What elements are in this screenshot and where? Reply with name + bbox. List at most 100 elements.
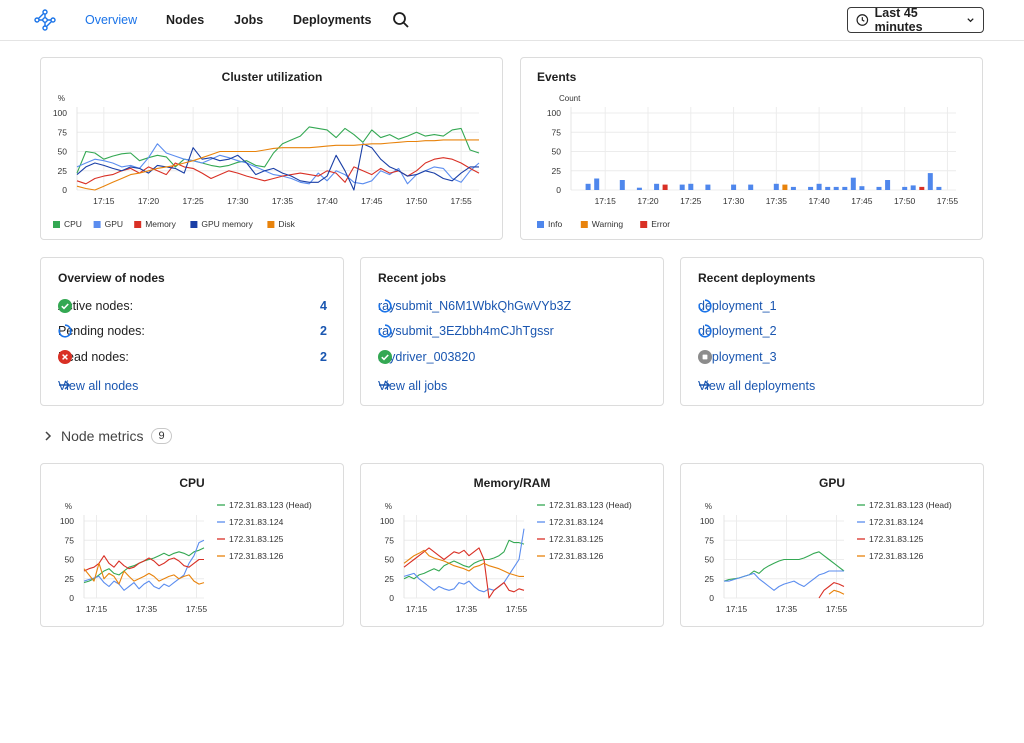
pending-nodes-label: Pending nodes: [58, 324, 145, 338]
job-link[interactable]: raysubmit_N6M1WbkQhGwVYb3Z [378, 299, 572, 313]
series-line [828, 589, 845, 595]
y-tick-label: 100 [60, 516, 74, 526]
deployment-item[interactable]: deployment_1 [698, 299, 777, 313]
bar [902, 186, 908, 190]
time-range-select[interactable]: Last 45 minutes [847, 6, 984, 34]
x-tick-label: 17:20 [637, 196, 659, 206]
series-line [76, 126, 480, 174]
legend-label: Error [651, 219, 670, 229]
job-item[interactable]: raysubmit_N6M1WbkQhGwVYb3Z [378, 299, 571, 313]
legend-label: Info [548, 219, 562, 229]
deployment-item[interactable]: deployment_2 [698, 324, 777, 338]
x-tick-label: 17:55 [826, 604, 848, 614]
legend-label: 172.31.83.126 [869, 551, 924, 561]
bar [662, 184, 668, 190]
y-tick-label: 75 [58, 127, 68, 137]
legend-label: CPU [64, 219, 82, 229]
series-line [403, 549, 524, 577]
y-tick-label: 75 [552, 127, 562, 137]
legend-label: 172.31.83.125 [229, 534, 284, 544]
bar [927, 173, 933, 190]
view-all-jobs-label: View all jobs [378, 379, 448, 393]
series-line [76, 143, 479, 191]
top-navigation-bar: Overview Nodes Jobs Deployments Last 45 … [0, 0, 1024, 41]
legend-label: 172.31.83.124 [549, 517, 604, 527]
ray-logo-icon[interactable] [34, 9, 56, 31]
x-tick-label: 17:35 [766, 196, 788, 206]
view-all-nodes-link[interactable]: View all nodes [58, 379, 138, 393]
legend-label: GPU [105, 219, 123, 229]
bar [748, 184, 754, 190]
bar [876, 186, 882, 190]
nodes-overview-card: Overview of nodes Active nodes: 4 Pendin… [40, 257, 344, 406]
events-chart: Events Count 0 25 50 75 100 17:15 17:20 17:25 17:3… [537, 70, 958, 229]
series-line [403, 539, 525, 580]
y-tick-label: 25 [552, 166, 562, 176]
legend-swatch [537, 221, 544, 228]
nav-tab-overview[interactable]: Overview [85, 13, 138, 27]
deployment-link[interactable]: deployment_3 [698, 350, 777, 364]
x-tick-label: 17:15 [86, 604, 108, 614]
recent-jobs-title: Recent jobs [378, 271, 447, 285]
y-tick-label: 75 [65, 535, 75, 545]
bar [619, 180, 625, 190]
active-nodes-label: Active nodes: [58, 299, 134, 313]
legend-swatch [134, 221, 142, 228]
y-axis-unit: % [58, 94, 65, 103]
bar [850, 177, 856, 190]
x-tick-label: 17:30 [227, 196, 249, 206]
clock-icon [856, 14, 869, 26]
deployment-item[interactable]: deployment_3 [698, 350, 777, 364]
view-all-deployments-link[interactable]: View all deployments [698, 379, 815, 393]
search-icon[interactable] [392, 11, 410, 29]
bar [885, 180, 891, 190]
x-tick-label: 17:25 [680, 196, 702, 206]
series-line [76, 157, 480, 185]
nav-tab-jobs[interactable]: Jobs [234, 13, 264, 27]
x-tick-label: 17:30 [723, 196, 745, 206]
deployment-link[interactable]: deployment_2 [698, 324, 777, 338]
series-line [724, 570, 844, 591]
chart-title: GPU [819, 476, 845, 490]
series-line [83, 539, 205, 591]
y-tick-label: 100 [380, 516, 394, 526]
y-tick-label: 50 [65, 555, 75, 565]
bar [816, 183, 822, 190]
x-tick-label: 17:15 [406, 604, 428, 614]
job-link[interactable]: raysubmit_3EZbbh4mCJhTgssr [378, 324, 554, 338]
series-line [76, 139, 479, 191]
nav-tab-deployments[interactable]: Deployments [293, 13, 372, 27]
recent-deployments-card: Recent deployments deployment_1 deployme… [680, 257, 984, 406]
legend-label: 172.31.83.125 [549, 534, 604, 544]
y-tick-label: 50 [705, 555, 715, 565]
job-item[interactable]: raydriver_003820 [378, 350, 475, 364]
y-tick-label: 25 [385, 574, 395, 584]
bar [731, 184, 737, 190]
legend-label: 172.31.83.123 (Head) [549, 500, 632, 510]
arrow-right-icon [699, 380, 711, 390]
job-link[interactable]: raydriver_003820 [378, 350, 476, 364]
legend-label: 172.31.83.123 (Head) [869, 500, 952, 510]
legend-swatch [190, 221, 198, 228]
cpu-metric-card: CPU% 0 25 50 75 100 17:15 17:35 17:55 172.31.83.1… [40, 463, 344, 627]
deployment-link[interactable]: deployment_1 [698, 299, 777, 313]
bar [773, 183, 779, 190]
nav-tab-nodes[interactable]: Nodes [166, 13, 205, 27]
view-all-jobs-link[interactable]: View all jobs [378, 379, 447, 393]
x-tick-label: 17:20 [138, 196, 160, 206]
y-axis-unit: % [385, 502, 392, 511]
y-axis-unit: % [65, 502, 72, 511]
bar [705, 184, 711, 190]
y-tick-label: 50 [552, 147, 562, 157]
cluster-utilization-card: Cluster utilization% 0 25 50 75 100 17:15 17:20… [40, 57, 503, 240]
y-axis-unit: Count [559, 94, 581, 103]
dead-nodes-label: Dead nodes: [58, 350, 129, 364]
y-tick-label: 25 [65, 574, 75, 584]
job-item[interactable]: raysubmit_3EZbbh4mCJhTgssr [378, 324, 554, 338]
legend-swatch [580, 221, 588, 228]
time-range-value: Last 45 minutes [874, 6, 923, 34]
bar [782, 184, 788, 190]
x-tick-label: 17:45 [361, 196, 383, 206]
node-metrics-toggle[interactable]: Node metrics 9 [43, 428, 172, 444]
dead-nodes-row: Dead nodes: [58, 350, 129, 364]
